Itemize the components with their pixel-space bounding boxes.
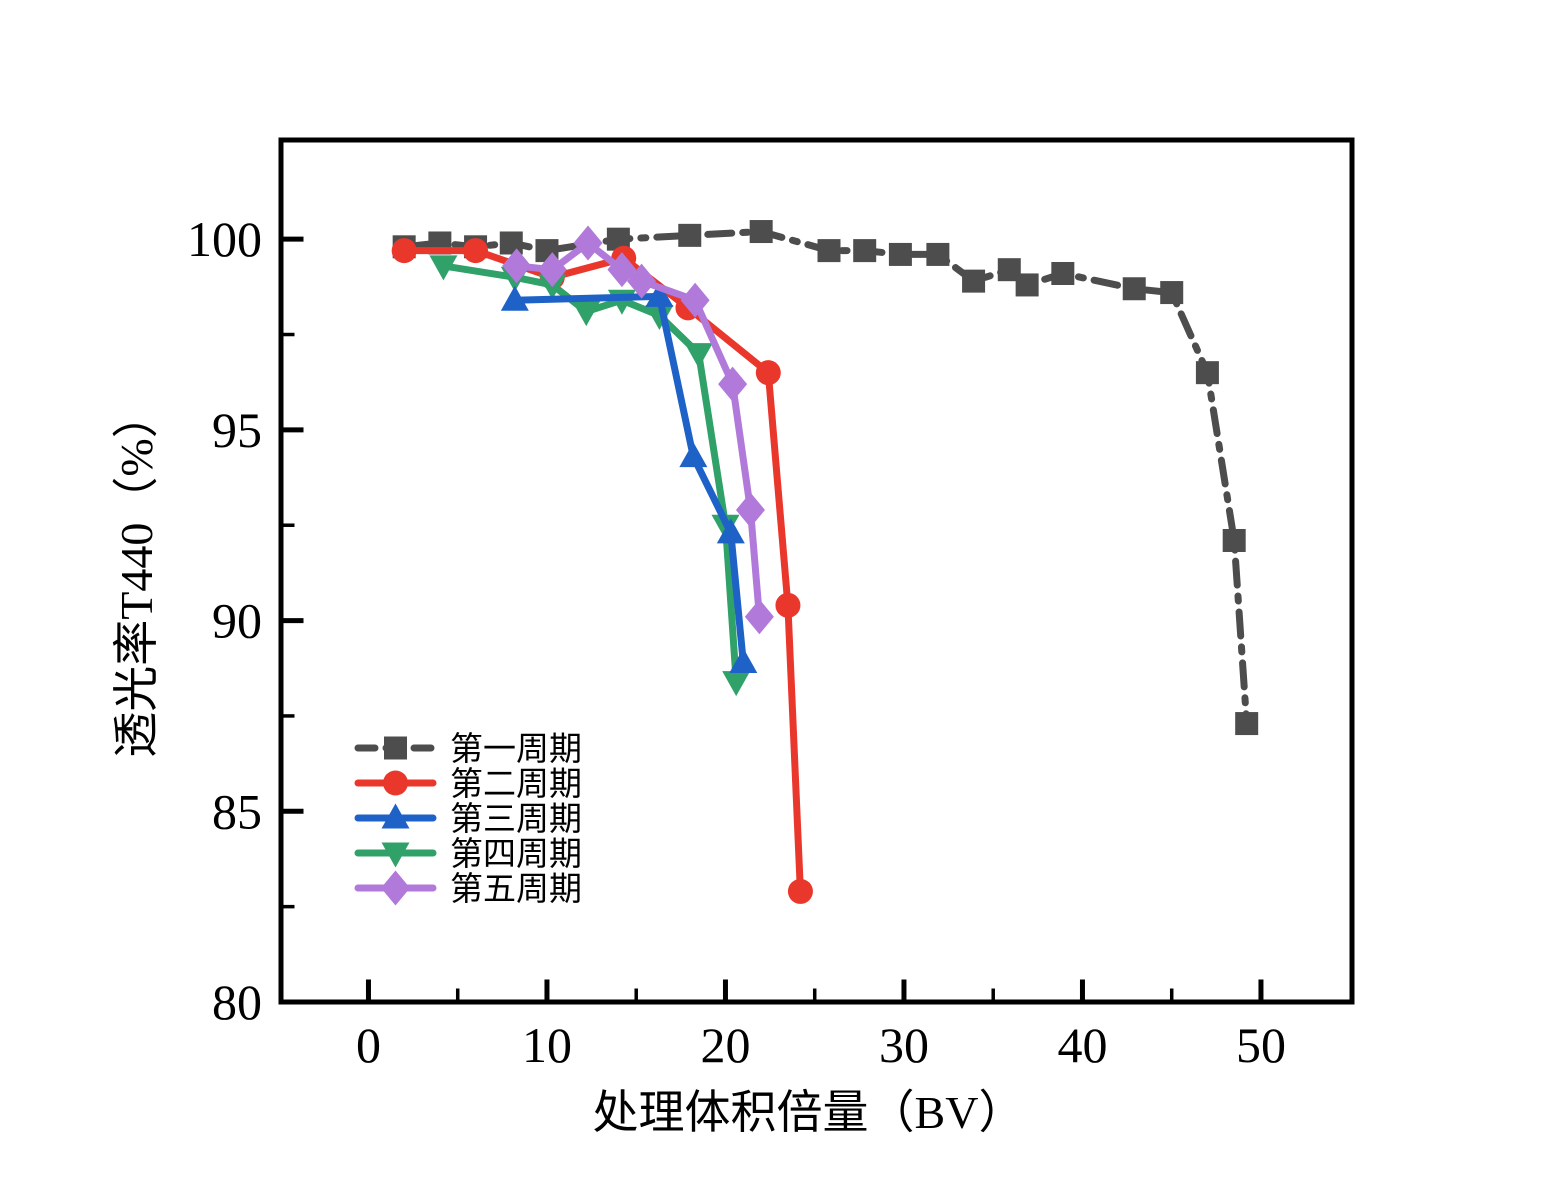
marker-triangle-down-icon <box>684 343 713 369</box>
marker-circle-icon <box>383 770 408 796</box>
plot-frame <box>278 137 1355 1005</box>
x-axis-title: 处理体积倍量（BV） <box>593 1087 1025 1138</box>
y-tick-label: 100 <box>187 211 262 267</box>
marker-circle-icon <box>755 360 781 386</box>
marker-triangle-up-icon <box>729 648 758 674</box>
legend-item-4: 第五周期 <box>354 870 582 908</box>
x-tick-label: 0 <box>356 1017 381 1073</box>
x-tick-label: 20 <box>700 1017 750 1073</box>
legend-item-0: 第一周期 <box>354 731 582 768</box>
marker-square-icon <box>1015 273 1039 297</box>
marker-square-icon <box>678 223 702 247</box>
series-3-line <box>439 262 740 686</box>
marker-diamond-icon <box>607 252 637 288</box>
marker-square-icon <box>606 227 630 251</box>
marker-square-icon <box>1051 261 1075 285</box>
marker-diamond-icon <box>744 599 774 635</box>
marker-square-icon <box>997 258 1021 282</box>
marker-square-icon <box>817 239 841 263</box>
marker-square-icon <box>1195 361 1219 385</box>
marker-triangle-up-icon <box>381 803 410 829</box>
y-tick-label: 95 <box>212 402 262 458</box>
marker-triangle-down-icon <box>645 304 674 330</box>
x-tick-label: 40 <box>1057 1017 1107 1073</box>
y-axis-title: 透光率T440（%） <box>111 392 162 757</box>
marker-square-icon <box>888 242 912 266</box>
series-4 <box>502 225 774 635</box>
legend-label: 第二周期 <box>450 766 582 803</box>
legend-label: 第三周期 <box>450 801 582 838</box>
y-tick-label: 85 <box>212 783 262 839</box>
marker-square-icon <box>499 231 523 255</box>
legend-item-2: 第三周期 <box>354 801 582 838</box>
x-tick-label: 30 <box>879 1017 929 1073</box>
marker-triangle-down-icon <box>381 842 410 868</box>
marker-square-icon <box>962 269 986 293</box>
marker-diamond-icon <box>381 870 410 906</box>
series-0-line <box>400 227 1251 728</box>
marker-triangle-down-icon <box>429 255 458 281</box>
marker-diamond-icon <box>537 252 567 288</box>
series-2 <box>500 281 758 674</box>
marker-square-icon <box>1235 712 1259 736</box>
marker-square-icon <box>1160 281 1184 305</box>
marker-triangle-up-icon <box>645 281 674 307</box>
x-tick-label: 10 <box>522 1017 572 1073</box>
marker-triangle-down-icon <box>722 671 751 697</box>
marker-diamond-icon <box>573 225 603 261</box>
marker-diamond-icon <box>680 282 710 318</box>
marker-triangle-up-icon <box>500 285 529 311</box>
marker-circle-icon <box>391 238 417 264</box>
y-tick-label: 90 <box>212 593 262 649</box>
legend-label: 第一周期 <box>450 731 582 768</box>
marker-triangle-down-icon <box>572 301 601 327</box>
marker-triangle-up-icon <box>679 442 708 468</box>
legend-label: 第四周期 <box>450 836 582 873</box>
marker-diamond-icon <box>735 492 765 528</box>
legend-label: 第五周期 <box>450 871 582 908</box>
marker-square-icon <box>1122 277 1146 301</box>
series-2-line <box>511 292 747 666</box>
marker-diamond-icon <box>502 248 532 284</box>
marker-diamond-icon <box>627 263 657 299</box>
x-tick-label: 50 <box>1236 1017 1286 1073</box>
marker-square-icon <box>749 220 773 244</box>
marker-square-icon <box>384 736 407 760</box>
marker-circle-icon <box>787 878 813 904</box>
legend-item-1: 第二周期 <box>354 766 582 803</box>
marker-square-icon <box>853 239 877 263</box>
marker-diamond-icon <box>718 366 748 402</box>
marker-square-icon <box>1222 528 1246 552</box>
marker-square-icon <box>926 242 950 266</box>
y-tick-label: 80 <box>212 974 262 1030</box>
marker-circle-icon <box>775 592 801 618</box>
marker-triangle-up-icon <box>716 518 745 544</box>
marker-circle-icon <box>463 238 489 264</box>
legend-item-3: 第四周期 <box>354 836 582 873</box>
